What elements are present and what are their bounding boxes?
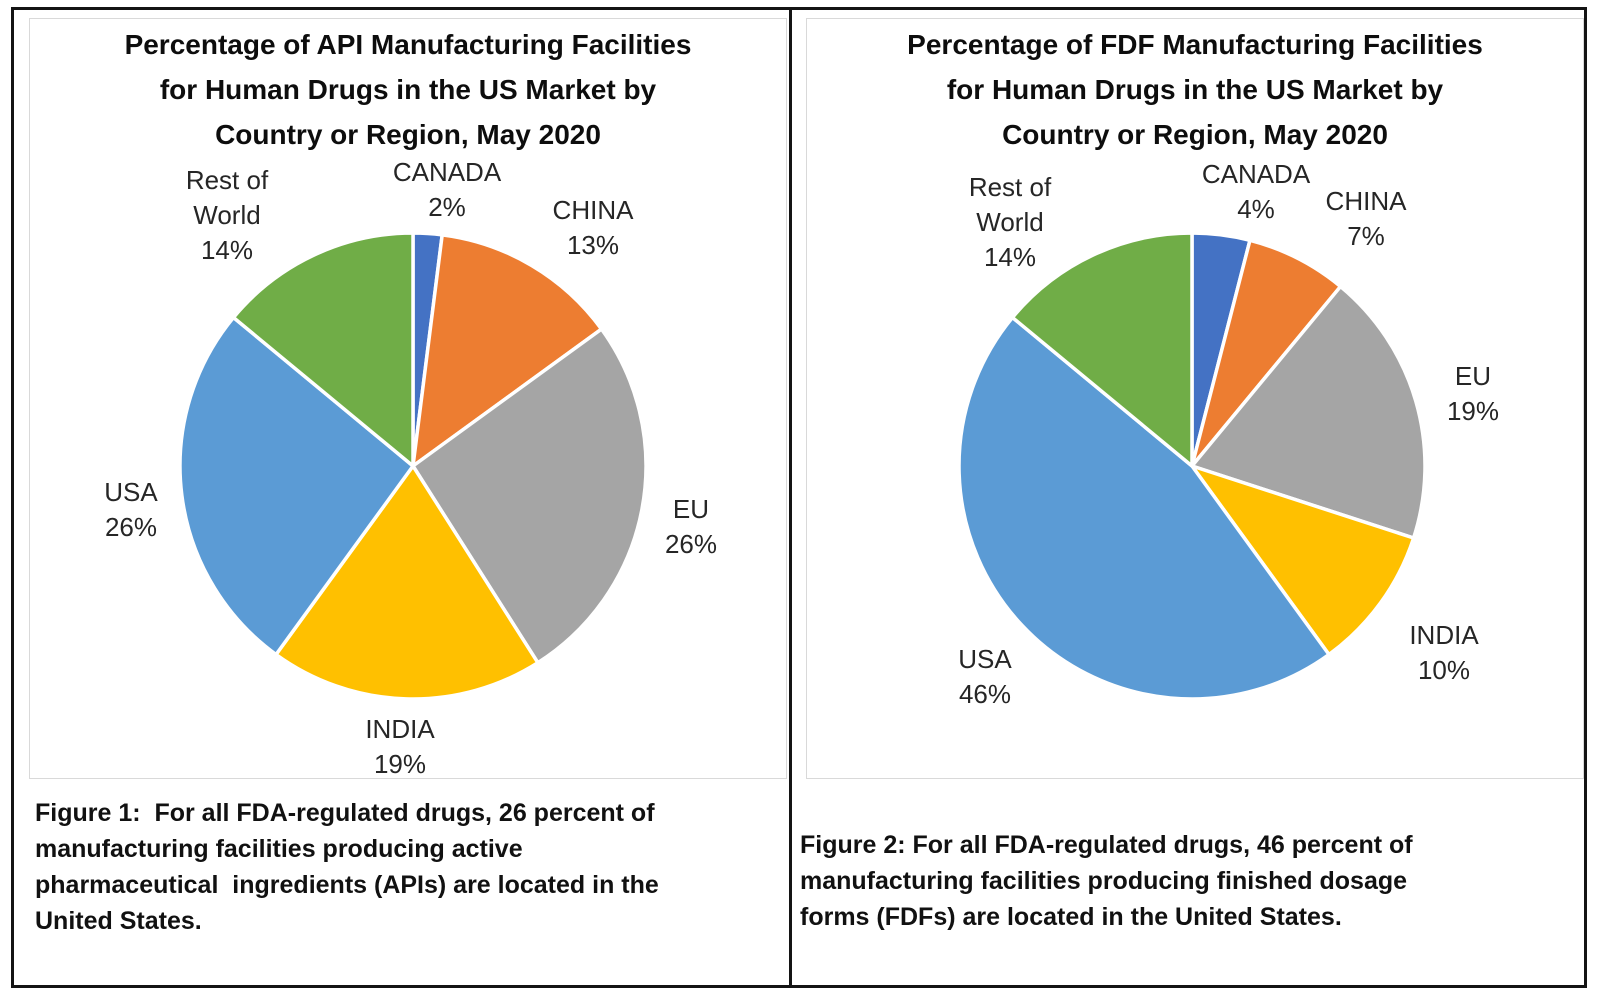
pie-chart-api: [178, 231, 648, 701]
chart-title-api: Percentage of API Manufacturing Faciliti…: [124, 29, 692, 150]
pie-slice-china: [1190, 238, 1343, 468]
pie-slice-india: [1190, 464, 1416, 657]
pie-slice-india: [274, 464, 540, 701]
panel-divider: [789, 7, 792, 988]
pie-slice-rest-of-world: [231, 231, 415, 468]
pie-slice-china: [411, 233, 604, 468]
chart-title-fdf: Percentage of FDF Manufacturing Faciliti…: [907, 29, 1483, 150]
pie-slice-eu: [411, 327, 648, 665]
pie-slice-usa: [957, 315, 1331, 701]
figure-1-caption: Figure 1: For all FDA-regulated drugs, 2…: [35, 799, 659, 935]
figure-2-caption: Figure 2: For all FDA-regulated drugs, 4…: [800, 831, 1413, 931]
pie-slice-usa: [178, 315, 415, 657]
pie-chart-fdf: [957, 231, 1427, 701]
pie-slice-eu: [1190, 284, 1427, 540]
pie-slice-rest-of-world: [1010, 231, 1194, 468]
